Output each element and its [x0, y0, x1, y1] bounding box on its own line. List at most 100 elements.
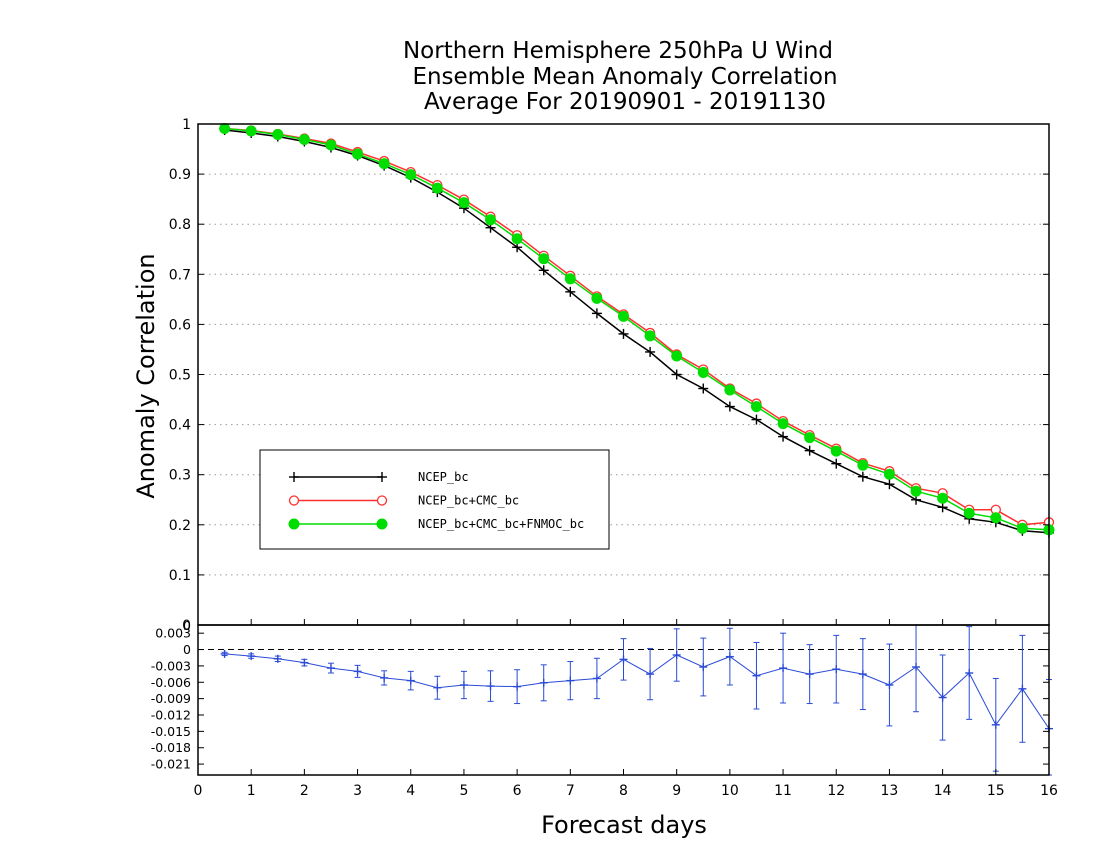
- main-y-tick-label-3: 0.3: [169, 468, 191, 484]
- series-2-point-3: [298, 134, 310, 146]
- x-tick-label-2: 2: [300, 783, 309, 799]
- legend-label-1: NCEP_bc+CMC_bc: [418, 494, 519, 508]
- series-line-0: [224, 129, 1050, 534]
- diff-point-21: [779, 664, 788, 673]
- main-y-tick-label-2: 0.2: [169, 518, 191, 534]
- diff-point-22: [805, 670, 814, 679]
- main-y-tick-label-9: 0.9: [169, 167, 191, 183]
- series-2-point-20: [750, 401, 762, 413]
- diff-point-19: [725, 652, 734, 661]
- series-2-point-27: [937, 492, 949, 504]
- x-tick-label-15: 15: [987, 783, 1005, 799]
- diff-point-29: [991, 720, 1000, 729]
- series-2-point-7: [405, 169, 417, 181]
- main-series-group: [219, 123, 1055, 538]
- diff-point-28: [965, 669, 974, 677]
- x-tick-label-10: 10: [721, 783, 739, 799]
- x-tick-label-1: 1: [247, 783, 256, 799]
- series-2-point-10: [485, 214, 497, 226]
- diff-point-17: [672, 651, 681, 659]
- x-tick-label-0: 0: [194, 783, 203, 799]
- series-2-point-12: [538, 253, 550, 265]
- x-tick-label-4: 4: [406, 783, 415, 799]
- legend-item-1: NCEP_bc+CMC_bc: [288, 494, 519, 508]
- series-0-point-17: [671, 369, 682, 380]
- diff-y-tick-label-1: 0: [183, 642, 191, 657]
- series-0-point-19: [724, 401, 735, 412]
- diff-point-18: [699, 663, 708, 671]
- legend-label-2: NCEP_bc+CMC_bc+FNMOC_bc: [418, 517, 584, 531]
- main-y-tick-label-0: 0: [182, 618, 191, 634]
- legend-marker-end-1: [376, 495, 388, 506]
- diff-y-tick-label-4: -0.009: [151, 691, 191, 706]
- x-tick-label-12: 12: [827, 783, 845, 799]
- title-line-2: Ensemble Mean Anomaly Correlation: [412, 64, 837, 90]
- legend-items: NCEP_bc NCEP_bc+CMC_bc NCEP_bc+CMC_bc+FNMO…: [288, 470, 584, 531]
- series-2-point-16: [644, 330, 656, 342]
- series-2-point-17: [671, 350, 683, 362]
- x-tick-label-16: 16: [1040, 783, 1058, 799]
- main-y-tick-label-6: 0.6: [169, 317, 191, 333]
- series-0-point-21: [778, 431, 789, 442]
- diff-y-tick-label-8: -0.021: [151, 757, 191, 772]
- legend-item-0: NCEP_bc: [289, 470, 469, 484]
- series-0-point-12: [538, 265, 549, 276]
- diff-point-0: [220, 649, 229, 658]
- series-2-point-11: [511, 233, 523, 245]
- diff-point-8: [433, 683, 442, 692]
- diff-point-23: [832, 665, 841, 674]
- legend-marker-end-0: [377, 472, 387, 482]
- diff-point-16: [646, 670, 655, 679]
- diff-y-tick-label-7: -0.018: [151, 740, 191, 755]
- series-0-point-13: [565, 286, 576, 297]
- series-2-point-14: [591, 292, 603, 304]
- main-y-tick-label-4: 0.4: [169, 418, 191, 434]
- series-2-point-22: [804, 432, 816, 444]
- diff-point-15: [619, 655, 628, 664]
- diff-point-4: [326, 664, 335, 673]
- series-0-point-23: [831, 458, 842, 469]
- legend-marker-end-2: [376, 518, 388, 530]
- series-0-point-24: [857, 471, 868, 482]
- series-2: [219, 123, 1055, 536]
- series-2-point-15: [618, 310, 629, 322]
- x-tick-label-5: 5: [459, 783, 468, 799]
- series-2-point-13: [564, 273, 576, 285]
- diff-top-zero-label: 0: [183, 618, 191, 633]
- series-0-point-14: [591, 308, 602, 319]
- series-0-point-15: [618, 328, 629, 339]
- diff-point-26: [912, 663, 921, 671]
- diff-point-25: [885, 681, 894, 689]
- series-2-point-30: [1016, 522, 1028, 534]
- series-2-point-2: [272, 129, 284, 141]
- diff-point-14: [592, 674, 601, 683]
- series-2-point-23: [830, 445, 842, 457]
- legend-label-0: NCEP_bc: [418, 470, 469, 484]
- main-y-tick-label-8: 0.8: [169, 217, 191, 233]
- legend-box: [259, 449, 610, 550]
- diff-point-24: [858, 670, 867, 679]
- series-0-point-20: [751, 414, 762, 425]
- diff-point-20: [752, 671, 761, 680]
- series-2-point-4: [325, 139, 337, 151]
- diff-y-tick-label-0: 0.003: [155, 626, 191, 641]
- x-axis: 0 1 2 3 4 5 6 7 8 9 10 11 12 13 14 15 16: [194, 619, 1058, 799]
- diff-point-2: [273, 654, 282, 663]
- x-tick-label-3: 3: [353, 783, 362, 799]
- legend-marker-start-0: [289, 472, 299, 482]
- chart-title: Northern Hemisphere 250hPa U Wind Ensemb…: [403, 38, 838, 115]
- series-0-point-27: [937, 502, 948, 513]
- main-y-tick-label-1: 0.1: [169, 568, 191, 584]
- difference-y-axis: 0.0030-0.003-0.006-0.009-0.012-0.015-0.0…: [151, 618, 1049, 772]
- series-2-point-5: [352, 148, 364, 160]
- series-0-point-22: [804, 445, 815, 456]
- x-axis-title: Forecast days: [541, 811, 707, 839]
- diff-y-tick-label-6: -0.015: [151, 724, 191, 739]
- diff-point-11: [513, 682, 522, 691]
- diff-series-0: [220, 624, 1053, 776]
- title-line-3: Average For 20190901 - 20191130: [424, 89, 826, 115]
- series-0-point-18: [698, 383, 709, 394]
- x-tick-label-11: 11: [774, 783, 792, 799]
- main-y-tick-label-7: 0.7: [169, 267, 191, 283]
